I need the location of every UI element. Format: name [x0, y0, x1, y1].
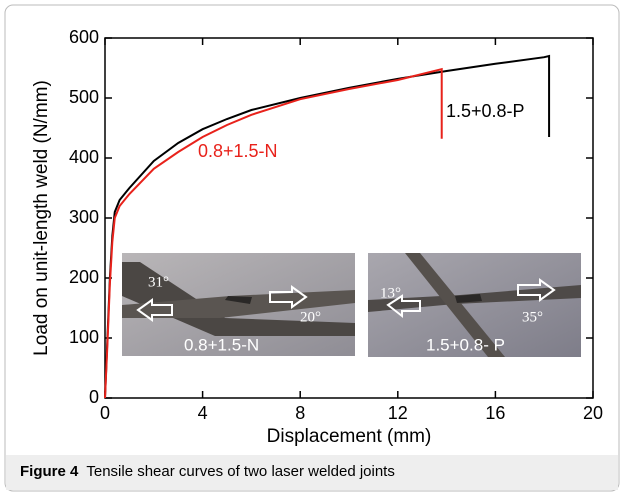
- inset-photo: [368, 253, 581, 357]
- caption-label: Figure 4: [20, 463, 79, 480]
- inset-photo: [122, 253, 355, 356]
- inset-angle: 13°: [380, 285, 401, 301]
- y-tick-label: 100: [69, 327, 99, 347]
- line: [104, 67, 443, 399]
- y-tick-label: 600: [69, 27, 99, 47]
- x-tick-label: 16: [485, 403, 505, 423]
- caption-text: Tensile shear curves of two laser welded…: [86, 463, 394, 480]
- caption: Figure 4 Tensile shear curves of two lase…: [20, 463, 395, 480]
- y-tick-label: 400: [69, 147, 99, 167]
- caption-band: [6, 455, 618, 490]
- inset-label: 0.8+1.5-N: [184, 335, 259, 354]
- y-tick-label: 0: [89, 387, 99, 407]
- inset-angle: 20°: [300, 309, 321, 325]
- y-tick-label: 200: [69, 267, 99, 287]
- inset-angle: 35°: [522, 309, 543, 325]
- series-label: 1.5+0.8-P: [446, 101, 525, 121]
- x-tick-label: 8: [295, 403, 305, 423]
- y-axis-label: Load on unit-length weld (N/mm): [31, 80, 52, 356]
- inset-label: 1.5+0.8- P: [426, 335, 505, 354]
- x-tick-label: 20: [583, 403, 603, 423]
- x-tick-label: 12: [388, 403, 408, 423]
- series-label: 0.8+1.5-N: [198, 141, 278, 161]
- inset-angle: 31°: [148, 274, 169, 290]
- x-axis-label: Displacement (mm): [267, 426, 432, 447]
- frame: [4, 4, 620, 492]
- x-tick-label: 0: [100, 403, 110, 423]
- y-tick-label: 300: [69, 207, 99, 227]
- y-tick-label: 500: [69, 87, 99, 107]
- x-tick-label: 4: [198, 403, 208, 423]
